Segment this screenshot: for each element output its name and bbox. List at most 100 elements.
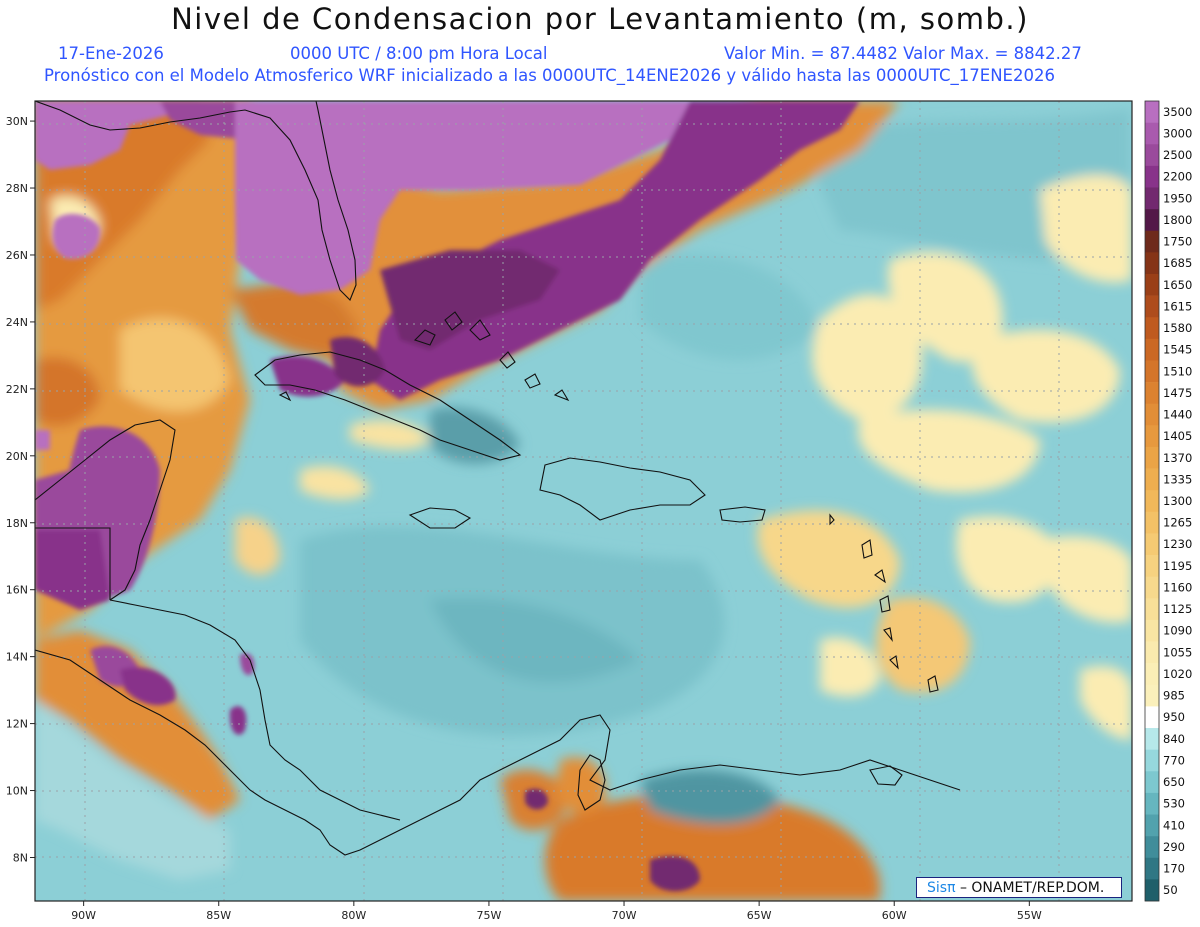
latitude-axis: 30N 28N 26N 24N 22N 20N 18N 16N 14N 12N 10N 8N <box>6 115 35 864</box>
colorbar-label: 1475 <box>1163 386 1192 400</box>
colorbar-swatch <box>1145 317 1159 340</box>
colorbar-swatch <box>1145 749 1159 772</box>
lon-label: 85W <box>206 909 231 922</box>
colorbar-label: 170 <box>1163 862 1185 876</box>
map-title: Nivel de Condensacion por Levantamiento … <box>171 2 1029 36</box>
sispi-logo: Sisπ <box>927 880 956 896</box>
colorbar-label: 1370 <box>1163 451 1192 465</box>
graticule <box>35 101 1132 901</box>
colorbar-label: 1650 <box>1163 278 1192 292</box>
colorbar-label: 1800 <box>1163 213 1192 227</box>
colorbar-swatch <box>1145 446 1159 469</box>
colorbar-label: 1090 <box>1163 624 1192 638</box>
colorbar-swatch <box>1145 101 1159 123</box>
colorbar: 3500 3000 2500 2200 1950 1800 1750 1685 1650 1615… <box>1144 100 1192 902</box>
colorbar-label: 1440 <box>1163 408 1192 422</box>
lat-label: 30N <box>6 115 28 128</box>
lon-label: 75W <box>476 909 501 922</box>
colorbar-swatch <box>1145 555 1159 577</box>
lat-label: 24N <box>6 316 28 329</box>
colorbar-label: 1545 <box>1163 343 1192 357</box>
colorbar-swatch <box>1145 230 1159 253</box>
colorbar-label: 50 <box>1163 883 1178 897</box>
colorbar-swatch <box>1145 792 1159 815</box>
colorbar-label: 1950 <box>1163 191 1192 205</box>
map-frame <box>34 100 1133 902</box>
colorbar-swatch <box>1145 663 1159 686</box>
lon-label: 55W <box>1017 909 1042 922</box>
colorbar-label: 650 <box>1163 775 1185 789</box>
colorbar-swatch <box>1145 187 1159 210</box>
colorbar-swatch <box>1145 295 1159 318</box>
colorbar-label: 985 <box>1163 689 1185 703</box>
colorbar-label: 950 <box>1163 710 1185 724</box>
colorbar-label: 3500 <box>1163 105 1192 119</box>
colorbar-swatch <box>1145 511 1159 534</box>
colorbar-swatch <box>1145 490 1159 513</box>
colorbar-swatch <box>1145 468 1159 491</box>
colorbar-label: 1160 <box>1163 580 1192 594</box>
lat-label: 22N <box>6 383 28 396</box>
colorbar-label: 1020 <box>1163 667 1192 681</box>
colorbar-label: 410 <box>1163 818 1185 832</box>
colorbar-label: 840 <box>1163 732 1185 746</box>
colorbar-swatch <box>1145 403 1159 426</box>
colorbar-swatch <box>1145 598 1159 621</box>
high-lcl-regions <box>35 101 860 892</box>
colorbar-swatch <box>1145 209 1159 232</box>
colorbar-swatch <box>1145 382 1159 405</box>
colorbar-label: 2500 <box>1163 148 1192 162</box>
colorbar-swatch <box>1145 879 1159 902</box>
colorbar-swatch <box>1145 684 1159 707</box>
colorbar-label: 1300 <box>1163 494 1192 508</box>
lat-label: 8N <box>13 851 28 864</box>
colorbar-label: 1405 <box>1163 429 1192 443</box>
lon-label: 80W <box>341 909 366 922</box>
model-description: Pronóstico con el Modelo Atmosferico WRF… <box>44 66 1055 85</box>
lat-label: 20N <box>6 450 28 463</box>
colorbar-swatch <box>1145 273 1159 296</box>
colorbar-swatch <box>1145 252 1159 275</box>
lon-label: 60W <box>882 909 907 922</box>
colorbar-label: 1335 <box>1163 472 1192 486</box>
colorbar-swatch <box>1145 619 1159 642</box>
lat-label: 16N <box>6 584 28 597</box>
colorbar-swatch <box>1145 338 1159 361</box>
colorbar-swatch <box>1145 706 1159 729</box>
lon-label: 70W <box>612 909 637 922</box>
colorbar-frame <box>1144 100 1160 902</box>
lon-label: 65W <box>747 909 772 922</box>
lat-label: 14N <box>6 651 28 664</box>
colorbar-swatch <box>1145 836 1159 859</box>
colorbar-label: 770 <box>1163 753 1185 767</box>
colorbar-label: 3000 <box>1163 126 1192 140</box>
forecast-date: 17-Ene-2026 <box>58 44 164 63</box>
coastlines <box>35 101 961 856</box>
colorbar-swatch <box>1145 576 1159 599</box>
colorbar-swatch <box>1145 360 1159 383</box>
colorbar-label: 1055 <box>1163 645 1192 659</box>
colorbar-swatch <box>1145 857 1159 880</box>
colorbar-swatch <box>1145 144 1159 167</box>
colorbar-label: 1230 <box>1163 537 1192 551</box>
colorbar-swatch <box>1145 771 1159 794</box>
value-range: Valor Min. = 87.4482 Valor Max. = 8842.2… <box>724 44 1082 63</box>
colorbar-label: 1750 <box>1163 235 1192 249</box>
lat-label: 10N <box>6 785 28 798</box>
map-field <box>35 101 1132 901</box>
colorbar-swatch <box>1145 533 1159 556</box>
colorbar-label: 1125 <box>1163 602 1192 616</box>
colorbar-swatch <box>1145 814 1159 837</box>
colorbar-swatch <box>1145 122 1159 145</box>
colorbar-label: 530 <box>1163 797 1185 811</box>
lon-label: 90W <box>71 909 96 922</box>
colorbar-label: 290 <box>1163 840 1185 854</box>
colorbar-swatch <box>1145 728 1159 750</box>
colorbar-label: 1195 <box>1163 559 1192 573</box>
colorbar-label: 1685 <box>1163 256 1192 270</box>
colorbar-label: 1580 <box>1163 321 1192 335</box>
lat-label: 26N <box>6 249 28 262</box>
colorbar-swatch <box>1145 165 1159 188</box>
lat-label: 28N <box>6 182 28 195</box>
